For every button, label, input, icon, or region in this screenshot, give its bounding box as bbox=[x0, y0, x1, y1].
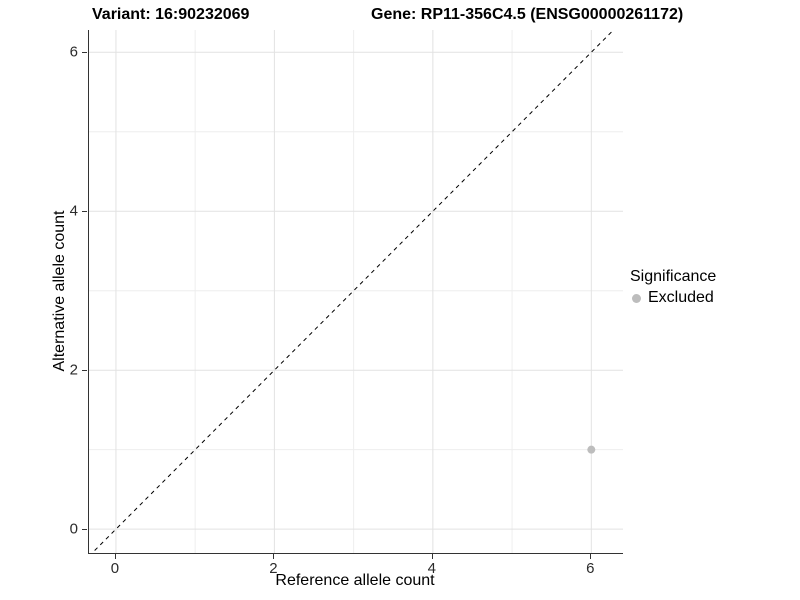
legend-item-excluded: Excluded bbox=[630, 289, 716, 307]
diagonal-reference-line bbox=[91, 30, 615, 553]
gene-title: Gene: RP11-356C4.5 (ENSG00000261172) bbox=[371, 6, 684, 23]
x-tick-label: 2 bbox=[269, 560, 278, 577]
data-point bbox=[587, 445, 596, 454]
y-tick-label: 4 bbox=[69, 202, 78, 220]
x-tick-label: 0 bbox=[110, 560, 120, 577]
legend: Significance Excluded bbox=[630, 268, 716, 307]
y-tick-label: 2 bbox=[69, 361, 78, 379]
y-axis-tick bbox=[82, 370, 87, 372]
x-axis-tick bbox=[273, 554, 275, 559]
y-axis-title: Alternative allele count bbox=[51, 210, 68, 372]
legend-title: Significance bbox=[630, 268, 717, 285]
y-tick-label: 0 bbox=[69, 520, 78, 538]
x-axis-title: Reference allele count bbox=[275, 572, 435, 589]
excluded-point-icon bbox=[632, 293, 641, 303]
x-axis-tick bbox=[590, 554, 592, 559]
y-axis-tick bbox=[82, 211, 87, 213]
y-axis-tick bbox=[82, 52, 87, 54]
plot-canvas bbox=[89, 30, 623, 553]
x-axis-tick bbox=[114, 554, 116, 559]
y-axis-tick bbox=[82, 529, 87, 531]
variant-title: Variant: 16:90232069 bbox=[92, 6, 250, 23]
x-tick-label: 6 bbox=[586, 560, 595, 577]
x-tick-label: 4 bbox=[427, 560, 437, 577]
x-axis-tick bbox=[431, 554, 433, 559]
legend-item-label: Excluded bbox=[648, 289, 714, 306]
y-tick-label: 6 bbox=[69, 43, 78, 61]
plot-panel bbox=[88, 30, 623, 554]
